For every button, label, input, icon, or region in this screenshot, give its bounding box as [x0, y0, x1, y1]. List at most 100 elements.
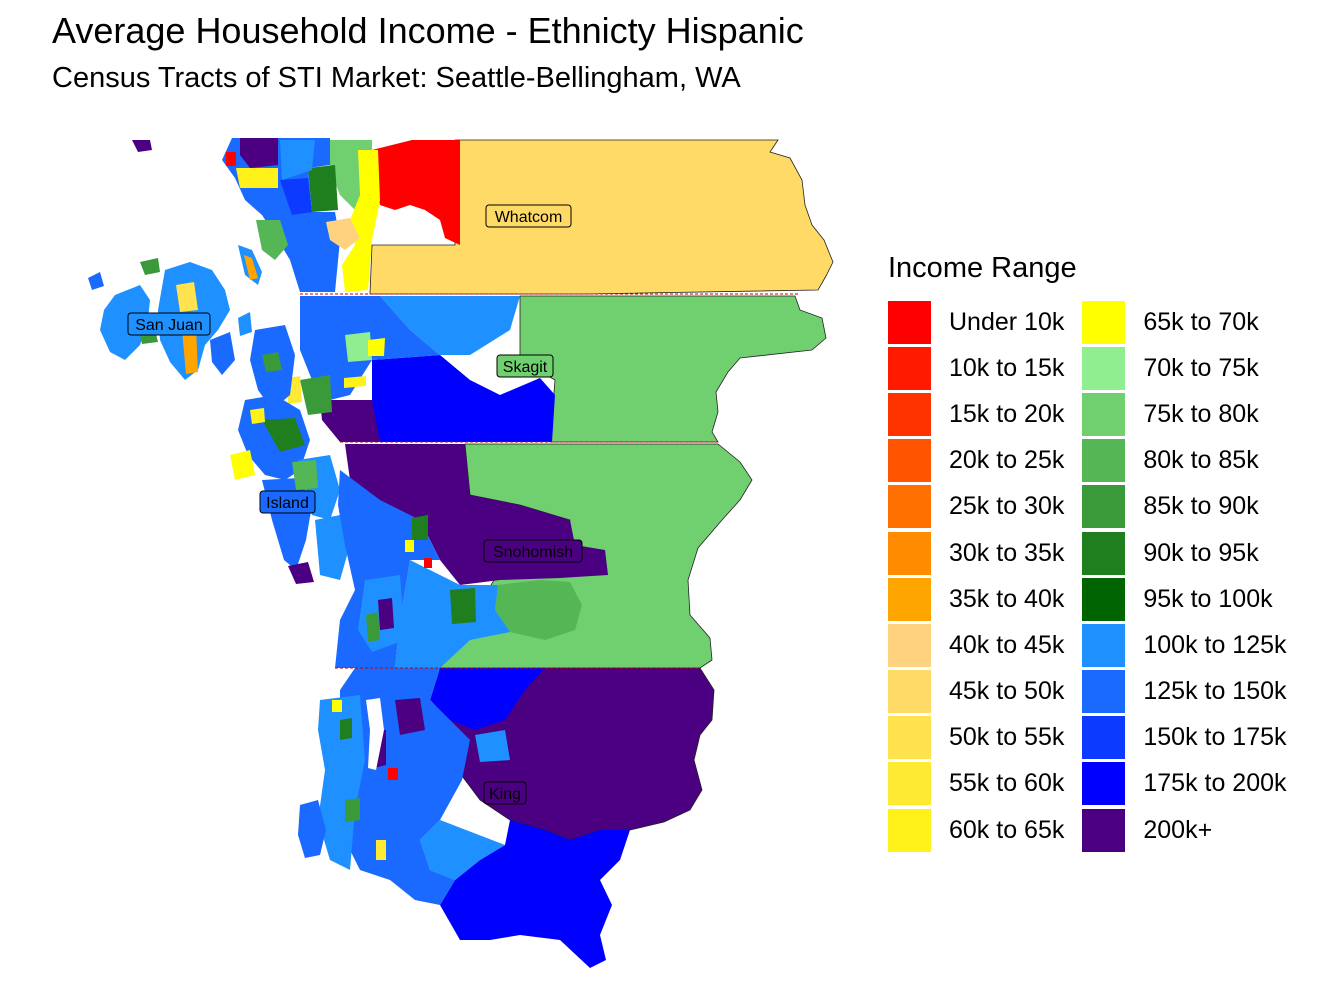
- skagit-mid-blue-tract: [380, 296, 520, 355]
- island-county: [230, 395, 350, 584]
- whatcom-navy-tract: [280, 178, 312, 215]
- whatcom-lummi-ochre: [244, 255, 258, 280]
- skagit-lightgreen-tract: [345, 332, 372, 362]
- snohomish-purple-west: [378, 598, 394, 630]
- legend-swatch: [1082, 716, 1126, 760]
- legend-label: 45k to 50k: [949, 677, 1065, 706]
- legend-columns: Under 10k 10k to 15k 15k to 20k 20k to 25k 2…: [888, 299, 1287, 853]
- legend-swatch: [1082, 762, 1126, 806]
- legend-item: 50k to 55k: [888, 715, 1064, 761]
- snohomish-green-west: [366, 612, 380, 642]
- whatcom-yellow-tract: [342, 150, 380, 292]
- legend-swatch: [888, 439, 931, 483]
- legend-column-right: 65k to 70k 70k to 75k 75k to 80k 80k to 85k…: [1082, 299, 1287, 853]
- legend-swatch: [1082, 577, 1126, 621]
- snohomish-green-tract: [495, 580, 582, 640]
- legend-item: 90k to 95k: [1082, 530, 1286, 576]
- legend-label: 30k to 35k: [949, 538, 1065, 567]
- county-label-skagit: Skagit: [496, 354, 554, 378]
- legend-swatch: [1082, 392, 1126, 436]
- legend-label: 125k to 150k: [1143, 677, 1287, 706]
- legend-label: 20k to 25k: [949, 446, 1065, 475]
- sanjuan-green-islet: [140, 258, 160, 275]
- legend-swatch: [1082, 485, 1126, 529]
- legend-label: 50k to 55k: [949, 723, 1065, 752]
- king-blue-tract: [440, 820, 630, 968]
- legend-label: 150k to 175k: [1143, 723, 1287, 752]
- snohomish-green-small: [412, 515, 428, 540]
- sanjuan-orange-tract: [182, 328, 198, 374]
- legend-column-left: Under 10k 10k to 15k 15k to 20k 20k to 25k 2…: [888, 299, 1064, 853]
- sanjuan-lopez: [210, 332, 235, 375]
- king-green-small-2: [345, 798, 360, 822]
- snohomish-red-small: [424, 558, 432, 568]
- legend-swatch: [888, 392, 931, 436]
- snohomish-dark-green: [450, 588, 476, 624]
- legend-label: 80k to 85k: [1143, 446, 1259, 475]
- legend-title: Income Range: [888, 252, 1077, 284]
- legend-swatch: [888, 716, 931, 760]
- county-label-snohomish: Snohomish: [483, 539, 583, 563]
- legend-item: 45k to 50k: [888, 669, 1064, 715]
- legend-item: 20k to 25k: [888, 438, 1064, 484]
- legend-item: 125k to 150k: [1082, 669, 1287, 715]
- legend-label: 25k to 30k: [949, 492, 1065, 521]
- whatcom-lightblue-tract: [280, 140, 315, 180]
- legend-swatch: [888, 346, 931, 390]
- king-yellow-small-2: [376, 840, 386, 860]
- county-borders: [300, 293, 800, 669]
- legend-label: 85k to 90k: [1143, 492, 1259, 521]
- skagit-yellow-tract-3: [344, 376, 366, 388]
- legend-swatch: [1082, 300, 1126, 344]
- whatcom-north-island: [132, 140, 152, 152]
- legend-label: 70k to 75k: [1143, 353, 1259, 382]
- sanjuan-small-islet: [88, 272, 104, 290]
- county-label-island: Island: [259, 490, 316, 514]
- legend-swatch: [888, 300, 931, 344]
- legend-label: 60k to 65k: [949, 815, 1065, 844]
- king-lake-washington: [366, 698, 384, 770]
- whatcom-red-tract: [372, 140, 460, 245]
- king-green-small-1: [340, 718, 352, 740]
- legend-label: 55k to 60k: [949, 769, 1065, 798]
- county-label-text: Island: [266, 495, 309, 512]
- legend-label: 75k to 80k: [1143, 399, 1259, 428]
- legend-swatch: [888, 808, 931, 852]
- king-county: [298, 667, 715, 968]
- legend-label: 175k to 200k: [1143, 769, 1287, 798]
- map-title: Average Household Income - Ethnicty Hisp…: [52, 10, 804, 51]
- skagit-east-tract: [519, 295, 827, 443]
- whatcom-blue-tract: [222, 138, 340, 292]
- whatcom-county: [132, 138, 834, 295]
- snohomish-yellow-small: [405, 540, 414, 552]
- sanjuan-main-island: [100, 285, 150, 360]
- skagit-blue-tract: [372, 355, 555, 442]
- county-label-text: King: [489, 786, 521, 803]
- legend-item: 35k to 40k: [888, 576, 1064, 622]
- island-purple-tract: [288, 562, 314, 584]
- king-lightblue-tract: [420, 820, 505, 880]
- county-label-whatcom: Whatcom: [485, 204, 572, 228]
- legend-item: 85k to 90k: [1082, 484, 1286, 530]
- legend-swatch: [888, 762, 931, 806]
- king-vashon: [298, 800, 326, 858]
- legend-label: 10k to 15k: [949, 353, 1065, 382]
- legend-item: 30k to 35k: [888, 530, 1064, 576]
- legend-swatch: [1082, 623, 1126, 667]
- legend-swatch: [888, 485, 931, 529]
- king-lightblue-east: [475, 730, 510, 762]
- legend-item: 60k to 65k: [888, 807, 1064, 853]
- legend-swatch: [888, 670, 931, 714]
- map-subtitle: Census Tracts of STI Market: Seattle-Bel…: [52, 62, 741, 94]
- king-north-blue: [430, 668, 545, 730]
- legend-item: 10k to 15k: [888, 345, 1064, 391]
- legend-item: 25k to 30k: [888, 484, 1064, 530]
- county-label-text: Skagit: [503, 359, 548, 376]
- legend-item: 80k to 85k: [1082, 438, 1286, 484]
- legend-item: 65k to 70k: [1082, 299, 1286, 345]
- legend-swatch: [1082, 670, 1126, 714]
- legend-swatch: [1082, 531, 1126, 575]
- legend-item: 100k to 125k: [1082, 622, 1287, 668]
- whatcom-bay-tract: [326, 218, 360, 250]
